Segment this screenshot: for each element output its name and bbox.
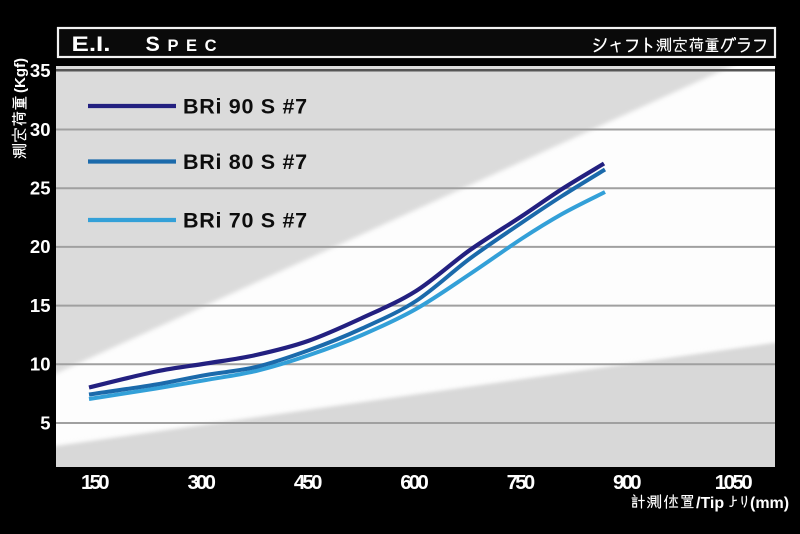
svg-text:300: 300 [187,471,216,494]
svg-text:30: 30 [30,119,51,140]
svg-text:5: 5 [40,413,50,434]
svg-text:BRi 90 S #7: BRi 90 S #7 [183,95,308,119]
svg-text:E.I.: E.I. [72,32,111,56]
svg-text:15: 15 [30,295,51,316]
svg-text:450: 450 [294,471,323,494]
svg-text:(Kgf): (Kgf) [12,58,29,93]
svg-text:900: 900 [613,471,642,494]
svg-text:1050: 1050 [715,471,753,494]
svg-text:35: 35 [30,60,51,81]
svg-text:(mm): (mm) [750,495,789,512]
svg-text:S: S [146,32,160,56]
svg-text:20: 20 [30,236,51,257]
svg-text:25: 25 [30,178,51,199]
svg-text:10: 10 [30,354,51,375]
svg-text:600: 600 [400,471,429,494]
svg-text:150: 150 [81,471,110,494]
svg-text:750: 750 [507,471,536,494]
svg-text:BRi 80 S #7: BRi 80 S #7 [183,150,308,174]
svg-text:/Tip: /Tip [696,495,724,512]
svg-text:PEC: PEC [168,37,217,55]
svg-text:BRi 70 S #7: BRi 70 S #7 [183,209,308,233]
